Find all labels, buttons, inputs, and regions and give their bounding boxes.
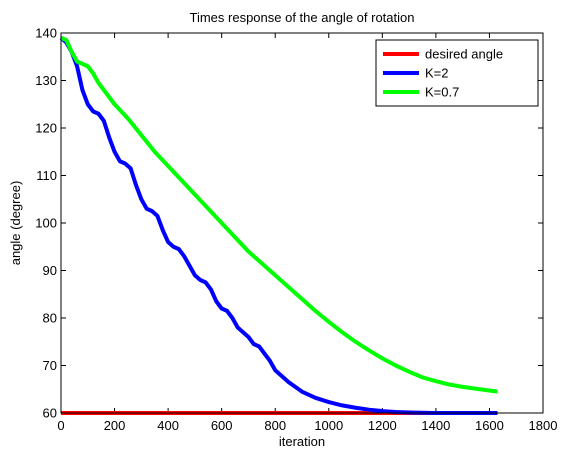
series-line-k-2 xyxy=(59,36,498,415)
x-axis-label: iteration xyxy=(279,434,325,449)
y-tick-label: 120 xyxy=(35,121,57,136)
y-tick-label: 60 xyxy=(43,406,57,421)
x-axis-ticks: 0 200 400 600 800 1000 1200 1400 1600 1800 xyxy=(57,33,557,433)
x-tick-label: 1600 xyxy=(475,418,504,433)
y-tick-label: 130 xyxy=(35,73,57,88)
x-tick-label: 400 xyxy=(157,418,179,433)
y-axis-ticks: 60 70 80 90 100 110 120 130 140 xyxy=(35,26,543,421)
x-tick-label: 1800 xyxy=(529,418,558,433)
y-tick-label: 140 xyxy=(35,26,57,41)
y-tick-label: 70 xyxy=(43,358,57,373)
y-tick-label: 90 xyxy=(43,263,57,278)
x-tick-label: 200 xyxy=(104,418,126,433)
x-tick-label: 0 xyxy=(57,418,64,433)
legend-entry-label: K=0.7 xyxy=(425,85,459,100)
y-tick-label: 100 xyxy=(35,216,57,231)
legend: desired angle K=2 K=0.7 xyxy=(375,39,539,107)
y-tick-label: 80 xyxy=(43,311,57,326)
x-tick-label: 800 xyxy=(264,418,286,433)
series-line-k-0-7 xyxy=(60,35,498,394)
legend-entry-label: desired angle xyxy=(425,47,503,62)
x-tick-label: 600 xyxy=(211,418,233,433)
plot-frame xyxy=(60,32,544,414)
x-tick-label: 1200 xyxy=(368,418,397,433)
x-tick-label: 1000 xyxy=(314,418,343,433)
chart-title: Times response of the angle of rotation xyxy=(190,10,415,25)
y-axis-label: angle (degree) xyxy=(8,181,23,266)
legend-entry-label: K=2 xyxy=(425,66,449,81)
y-tick-label: 110 xyxy=(36,168,57,183)
x-tick-label: 1400 xyxy=(421,418,450,433)
